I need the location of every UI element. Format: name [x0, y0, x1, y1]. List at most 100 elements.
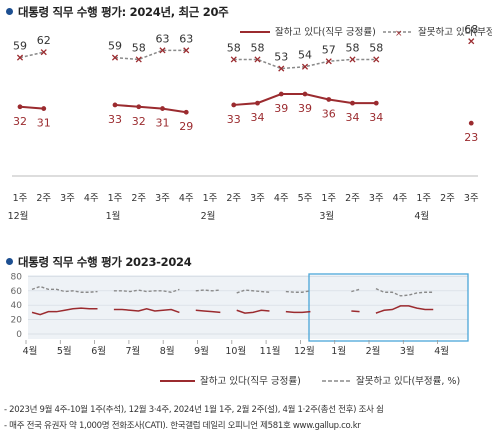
approve-data-label: 39 [298, 102, 312, 115]
approve-data-label: 34 [369, 111, 383, 124]
approve-point [41, 106, 47, 111]
approve-data-label: 33 [108, 113, 122, 126]
week-tick-label: 3주 [369, 193, 384, 204]
month-tick-label: 11월 [260, 345, 281, 357]
month-tick-label: 4월 [414, 210, 429, 222]
disapprove-data-label: 58 [251, 41, 265, 54]
disapprove-data-label: 63 [156, 32, 170, 45]
bottom-chart-title: 대통령 직무 수행 평가 2023-2024 [6, 254, 192, 270]
approve-point [160, 106, 165, 111]
disapprove-line-segment [19, 51, 44, 59]
disapprove-data-label: 62 [37, 34, 51, 47]
bottom-line-chart: 0 20 40 60 80 4월 5월 6월 7월 8월 9월 10월 11월 12월 1월 2월 3월 4월 … [11, 272, 469, 387]
disapprove-data-label: 58 [346, 41, 360, 54]
disapprove-line-segment [285, 290, 311, 293]
disapprove-line-segment [31, 285, 98, 293]
week-tick-label: 3주 [60, 193, 75, 204]
approve-point [373, 100, 379, 106]
approve-data-label: 34 [251, 111, 265, 124]
disapprove-line-segment [351, 288, 360, 293]
week-tick-label: 1주 [203, 193, 218, 204]
disapprove-point [230, 56, 237, 63]
disapprove-data-label: 68 [464, 23, 478, 36]
approve-data-label: 32 [132, 115, 146, 128]
disapprove-point [254, 56, 261, 63]
week-tick-label: 3주 [464, 193, 479, 204]
disapprove-point [111, 54, 119, 61]
week-tick-label: 2주 [226, 193, 241, 204]
week-tick-label: 2주 [36, 193, 51, 204]
top-x-axis: 1주 2주 3주 4주 1주 2주 3주 4주 1주 2주 3주 4주 5주 1주 2주 3주 4주 1주 2주 3주… [8, 175, 479, 222]
week-tick-label: 2주 [345, 193, 360, 204]
week-tick-label: 1주 [416, 193, 431, 204]
disapprove-line-segment [195, 289, 221, 292]
footnote-2: - 매주 전국 유권자 약 1,000명 전화조사(CATI). 한국갤럽 데일… [4, 421, 361, 431]
y-tick-label: 40 [11, 301, 23, 311]
month-tick-label: 12월 [294, 345, 315, 357]
month-tick-label: 4월 [434, 345, 449, 357]
week-tick-label: 2주 [131, 193, 146, 204]
disapprove-line-segment [113, 288, 180, 293]
week-tick-label: 4주 [393, 193, 408, 204]
bottom-plot-area [31, 285, 434, 316]
month-tick-label: 4월 [23, 345, 38, 357]
approve-data-label: 23 [464, 131, 478, 144]
disapprove-data-label: 59 [13, 40, 27, 53]
month-tick-label: 7월 [126, 345, 141, 357]
disapprove-point [278, 65, 285, 72]
legend-approve-label: 잘하고 있다(직무 긍정률) [200, 375, 301, 387]
disapprove-data-label: 59 [108, 40, 122, 53]
week-tick-label: 3주 [155, 193, 170, 204]
legend-disapprove-label: 잘못하고 있다(부정률, %) [356, 375, 460, 387]
approve-point [255, 100, 260, 106]
approve-point [278, 91, 284, 97]
disapprove-point [373, 56, 380, 63]
top-chart-title: 대통령 직무 수행 평가: 2024년, 최근 20주 [6, 4, 229, 20]
bottom-chart-legend: 잘하고 있다(직무 긍정률) 잘못하고 있다(부정률, %) [160, 375, 460, 387]
disapprove-point [183, 47, 190, 54]
month-tick-label: 2월 [201, 210, 216, 222]
section-bullet-icon [6, 258, 13, 265]
disapprove-point [325, 58, 332, 65]
disapprove-data-label: 54 [298, 49, 312, 62]
y-tick-label: 80 [11, 272, 23, 282]
month-tick-label: 1월 [106, 210, 121, 222]
approve-line-segment [236, 309, 270, 314]
approve-line-segment [114, 103, 187, 114]
week-tick-label: 4주 [179, 193, 194, 204]
week-tick-label: 4주 [84, 193, 99, 204]
disapprove-data-label: 53 [274, 51, 288, 64]
week-tick-label: 1주 [108, 193, 123, 204]
approve-line-segment [19, 105, 44, 110]
month-tick-label: 1월 [331, 345, 346, 357]
bottom-gridlines: 0 20 40 60 80 [11, 272, 468, 340]
bottom-x-axis: 4월 5월 6월 7월 8월 9월 10월 11월 12월 1월 2월 3월 4월 [23, 340, 449, 357]
month-tick-label: 12월 [8, 210, 29, 222]
approve-point [468, 120, 474, 126]
approve-line-segment [351, 310, 360, 313]
disapprove-point [16, 54, 24, 61]
month-tick-label: 3월 [319, 210, 334, 222]
top-plot-area: 32 31 33 32 31 29 33 34 39 39 36 34 34 23 59 62 59 58 63 63… [13, 23, 478, 144]
approve-point [136, 104, 142, 110]
month-tick-label: 9월 [194, 345, 209, 357]
approve-point [302, 91, 308, 97]
approve-line-segment [113, 308, 180, 314]
approve-point [326, 97, 332, 102]
approve-point [231, 102, 237, 108]
disapprove-point [349, 56, 356, 63]
week-tick-label: 1주 [321, 193, 336, 204]
month-tick-label: 6월 [91, 345, 106, 357]
disapprove-data-label: 63 [179, 32, 193, 45]
week-tick-label: 5주 [298, 193, 313, 204]
approve-point [17, 104, 23, 110]
approve-point [112, 102, 118, 108]
disapprove-point [468, 38, 475, 45]
disapprove-point [301, 63, 309, 70]
y-tick-label: 60 [11, 287, 23, 297]
month-tick-label: 2월 [366, 345, 381, 357]
bottom-plot-background [28, 275, 468, 339]
disapprove-point [40, 49, 47, 56]
legend-disapprove-label: 잘못하고 있다(부정률) [418, 26, 492, 38]
approve-data-label: 39 [274, 102, 288, 115]
